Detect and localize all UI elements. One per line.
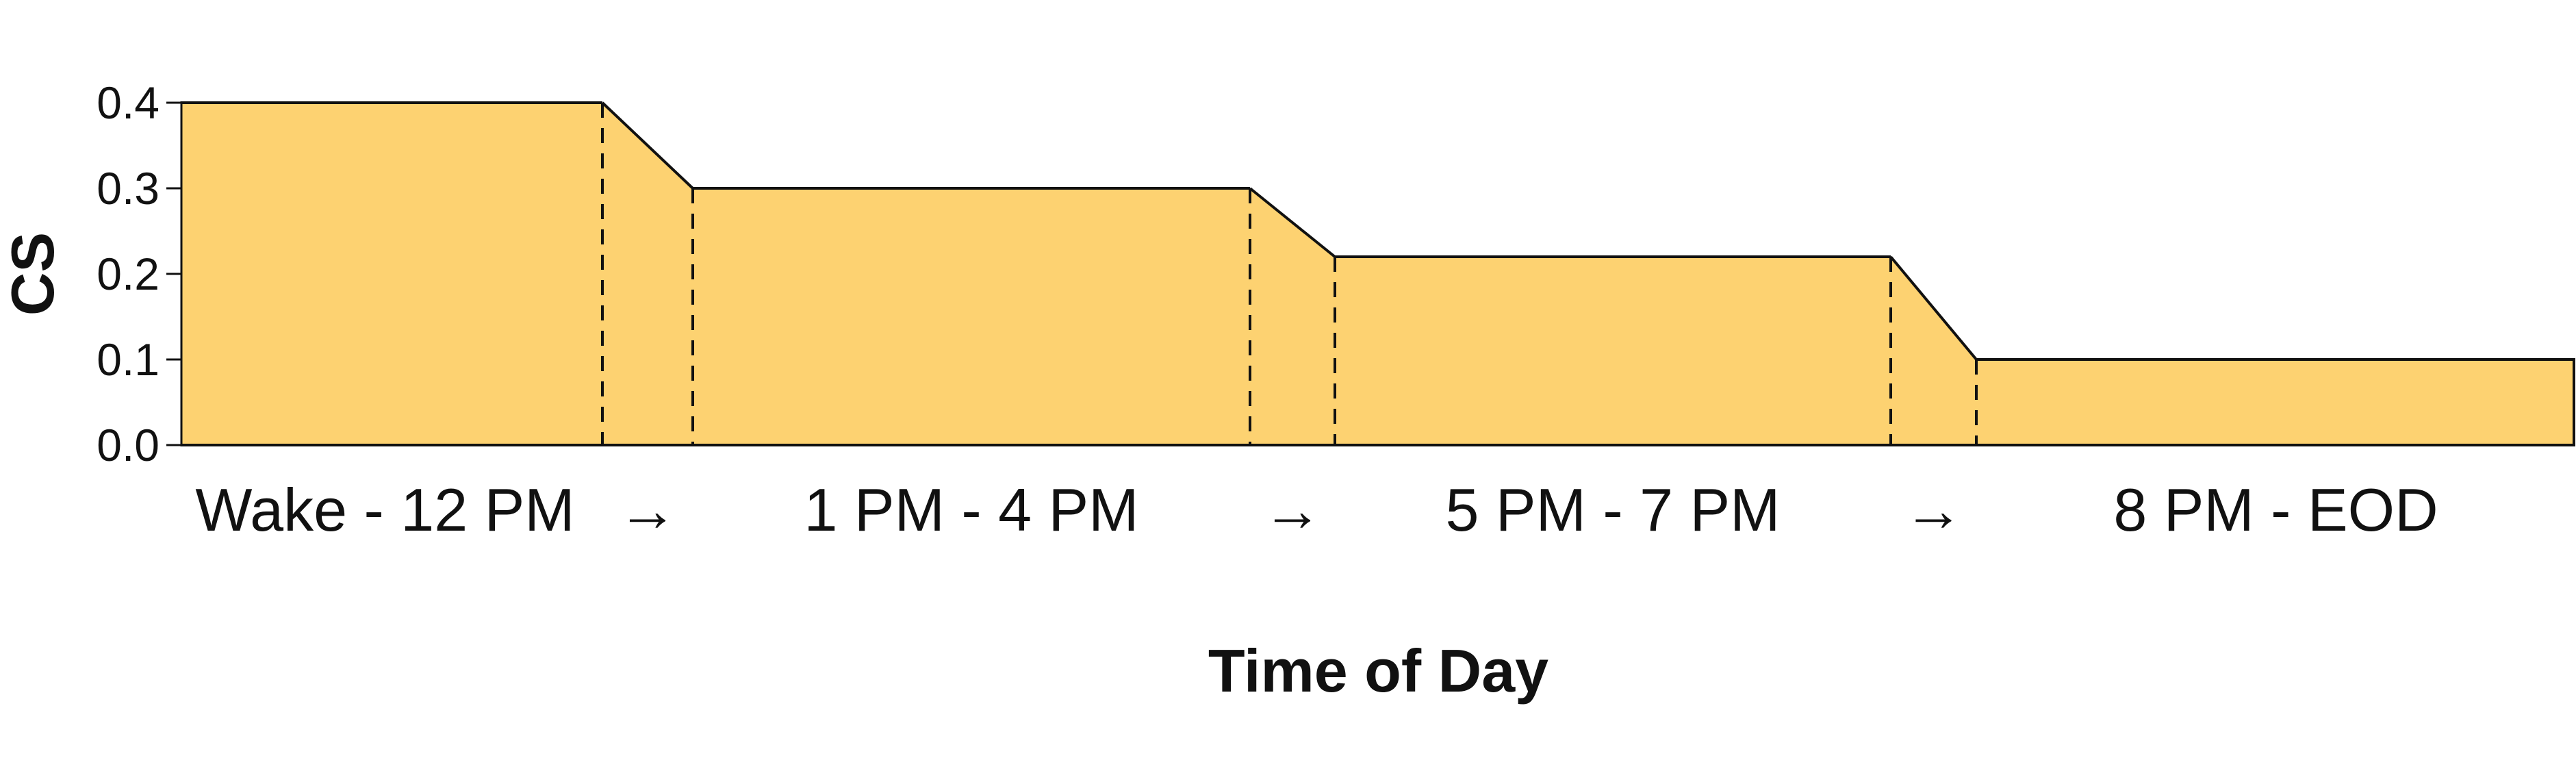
area-fill <box>181 103 2575 445</box>
transition-line <box>1889 255 1978 361</box>
x-category-labels: Wake - 12 PM 1 PM - 4 PM 5 PM - 7 PM 8 PM -… <box>195 476 2438 544</box>
transition-line <box>1249 187 1336 258</box>
y-tick-label: 0.3 <box>97 163 160 214</box>
y-tick-label: 0.4 <box>97 77 160 128</box>
transition-arrow-label: → <box>617 476 678 544</box>
axes: 0.0 0.1 0.2 0.3 0.4 <box>97 77 183 470</box>
x-category-label: 1 PM - 4 PM <box>804 476 1139 544</box>
x-axis-title: Time of Day <box>1208 637 1548 705</box>
transition-line <box>601 101 694 190</box>
transition-arrow-label: → <box>1262 476 1323 544</box>
x-category-label: 8 PM - EOD <box>2113 476 2438 544</box>
y-ticks: 0.0 0.1 0.2 0.3 0.4 <box>97 77 181 470</box>
y-tick-label: 0.1 <box>97 334 160 385</box>
plot-area <box>181 101 2575 446</box>
x-category-label: 5 PM - 7 PM <box>1446 476 1781 544</box>
y-axis-title: CS <box>0 232 66 316</box>
y-tick-label: 0.2 <box>97 249 160 299</box>
x-category-label: Wake - 12 PM <box>195 476 574 544</box>
y-tick-label: 0.0 <box>97 420 160 470</box>
transition-arrow-label: → <box>1904 476 1964 544</box>
